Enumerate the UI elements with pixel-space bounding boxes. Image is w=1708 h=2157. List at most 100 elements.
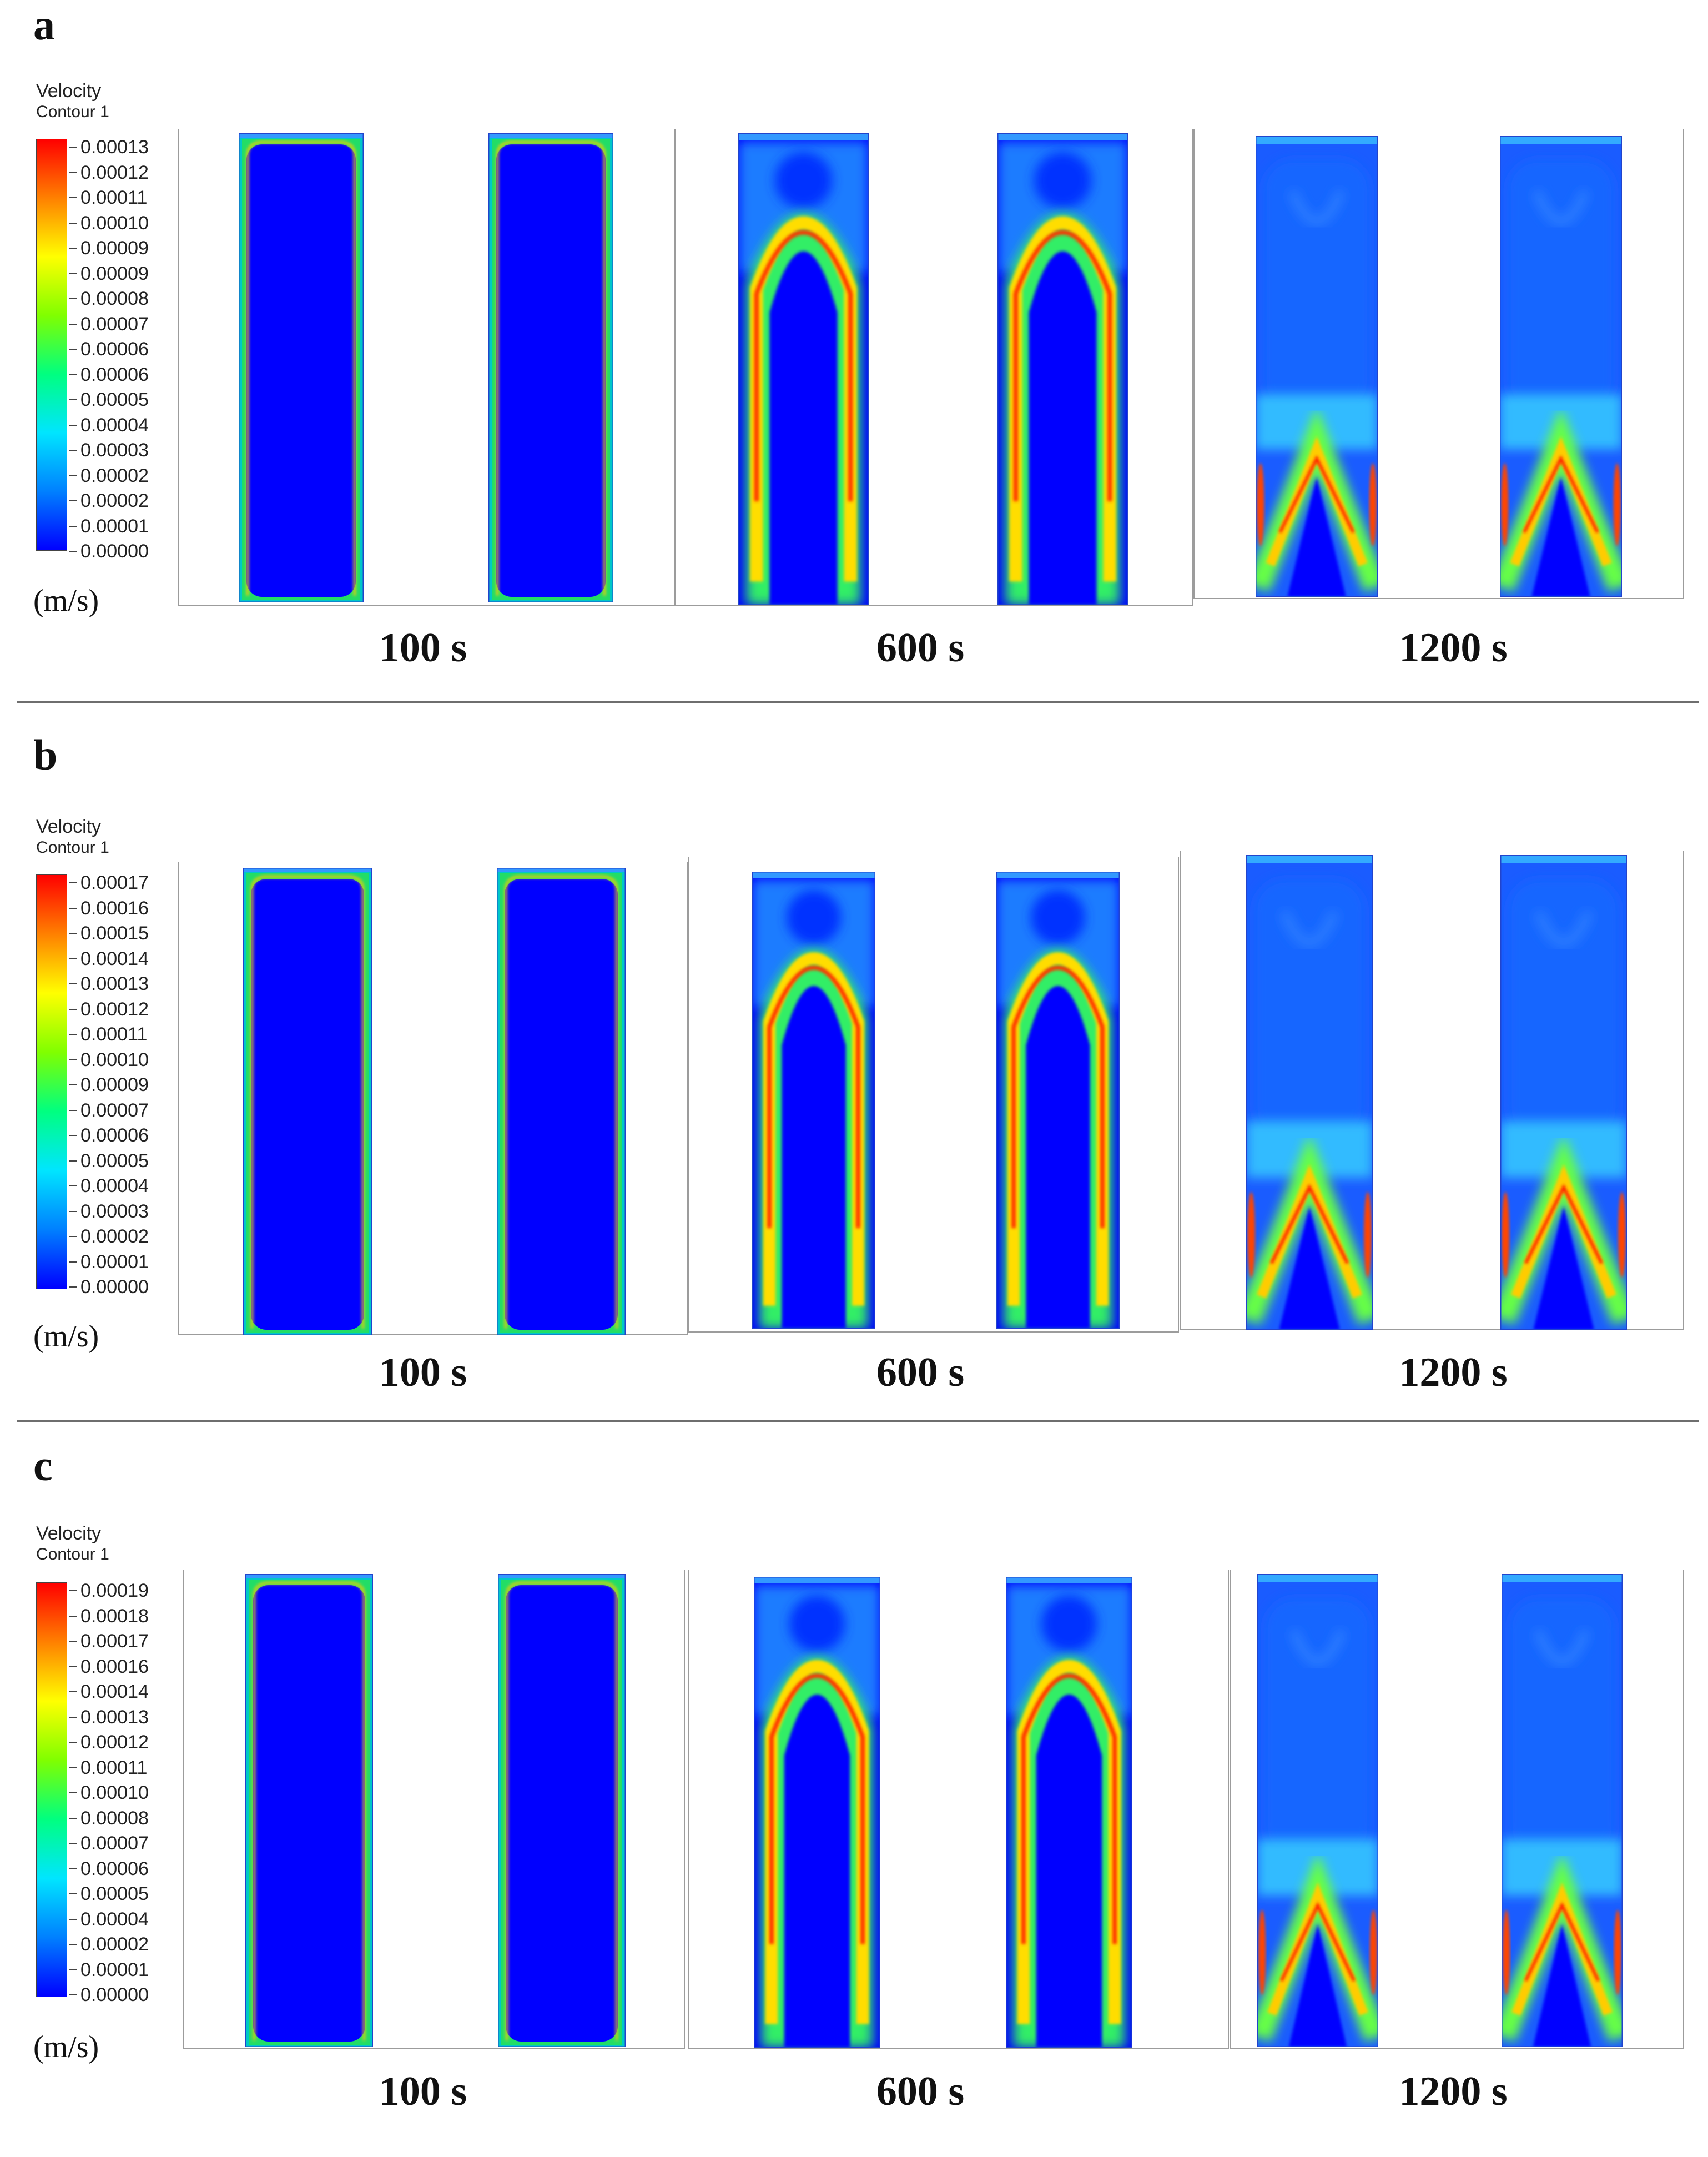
upper-vortex — [1041, 1595, 1097, 1652]
colorbar-tick-label: 0.00008 — [80, 288, 149, 309]
colorbar-tick — [69, 933, 77, 934]
colorbar-tick — [69, 424, 77, 426]
plume-peak — [1270, 1184, 1349, 1264]
core-region — [784, 1695, 850, 2048]
colorbar-tick-label: 0.00009 — [80, 238, 149, 259]
plume-peak — [1278, 455, 1355, 534]
top-band — [996, 872, 1120, 878]
core-region — [253, 1585, 365, 2042]
recirculation — [1508, 878, 1620, 1140]
colorbar-tick-label: 0.00011 — [80, 187, 148, 208]
top-band — [1502, 1574, 1623, 1582]
top-band — [488, 133, 613, 138]
recirculation — [1253, 878, 1366, 1140]
plot-frame-600s — [688, 857, 1179, 1333]
colorbar-tick-label: 0.00002 — [80, 1226, 149, 1247]
colorbar-tick — [69, 907, 77, 909]
core-region — [506, 1585, 618, 2042]
plume-band — [1007, 952, 1109, 1306]
colorbar-tick-label: 0.00004 — [80, 414, 149, 436]
colorbar-tick — [69, 399, 77, 400]
wall-jet — [251, 876, 364, 1329]
colorbar-tick — [69, 147, 77, 148]
recirculation — [1264, 1597, 1371, 1858]
colorbar-tick-label: 0.00007 — [80, 1833, 149, 1854]
contour-plot-600s — [754, 1577, 880, 2048]
core-region — [1029, 251, 1097, 605]
panel-letter: a — [33, 1, 55, 49]
colorbar-tick-label: 0.00000 — [80, 1276, 149, 1298]
plot-frame-600s — [688, 1570, 1229, 2049]
side-jet — [1502, 1192, 1509, 1278]
legend-title: Velocity — [36, 81, 102, 102]
core-region — [1026, 986, 1090, 1329]
plume-peak — [754, 230, 853, 501]
top-band — [1500, 855, 1627, 863]
colorbar-tick — [69, 1817, 77, 1819]
colorbar-tick — [69, 958, 77, 959]
colorbar-tick — [69, 197, 77, 198]
contour-plot-100s — [488, 133, 613, 602]
unit-label: (m/s) — [33, 1319, 99, 1354]
plume-peak — [1021, 1673, 1117, 1944]
contour-plot-600s — [997, 133, 1128, 605]
plume-peak — [1280, 1902, 1356, 1982]
colorbar-tick — [69, 1236, 77, 1237]
upper-vortex — [789, 1595, 845, 1652]
colorbar-tick-label: 0.00014 — [80, 948, 149, 969]
colorbar-tick-label: 0.00006 — [80, 1125, 149, 1146]
core-region — [782, 986, 846, 1329]
colorbar-tick-label: 0.00002 — [80, 465, 149, 486]
time-label-100s: 100 s — [379, 2069, 467, 2114]
top-band — [497, 868, 626, 872]
plume-band — [763, 952, 865, 1306]
colorbar-tick-label: 0.00012 — [80, 1732, 149, 1753]
colorbar-tick-label: 0.00004 — [80, 1908, 149, 1930]
colorbar-tick-label: 0.00013 — [80, 973, 149, 994]
time-label-100s: 100 s — [379, 1350, 467, 1395]
core-region — [251, 879, 364, 1330]
side-jet — [1257, 463, 1264, 546]
contour-plot-100s — [497, 868, 626, 1335]
contour-plot-600s — [752, 872, 875, 1329]
plot-frame-100s — [183, 1570, 685, 2049]
colorbar-tick — [69, 882, 77, 883]
plot-frame-1200s — [1180, 851, 1684, 1330]
colorbar-tick — [69, 1109, 77, 1111]
top-band — [1500, 136, 1622, 144]
plume-band — [765, 1660, 869, 2024]
colorbar-tick — [69, 1590, 77, 1591]
colorbar-tick-label: 0.00012 — [80, 162, 149, 183]
upper-vortex — [1034, 152, 1092, 209]
colorbar-tick — [69, 525, 77, 527]
colorbar-tick — [69, 983, 77, 984]
colorbar-tick — [69, 1767, 77, 1768]
plume-band — [1267, 1882, 1368, 2016]
core-region — [1533, 1206, 1594, 1330]
recirculation — [1509, 1597, 1615, 1858]
colorbar-tick — [69, 172, 77, 173]
core-region — [1279, 1206, 1340, 1330]
contour-plot-100s — [239, 133, 364, 602]
colorbar-tick — [69, 248, 77, 249]
panel-b: b Velocity Contour 1 (m/s) 100 s 600 s 1… — [0, 730, 1708, 1446]
upper-vortex — [1533, 910, 1594, 948]
colorbar-tick-label: 0.00002 — [80, 1934, 149, 1955]
plume-peak — [1011, 966, 1105, 1228]
colorbar-tick — [69, 1210, 77, 1212]
side-jet — [1503, 1909, 1510, 1995]
colorbar-tick — [69, 1792, 77, 1793]
colorbar — [36, 139, 67, 551]
colorbar-tick — [69, 1286, 77, 1288]
colorbar-tick — [69, 1008, 77, 1010]
colorbar-tick-label: 0.00011 — [80, 1757, 148, 1778]
legend-subtitle: Contour 1 — [36, 838, 109, 857]
upper-vortex — [1531, 189, 1590, 227]
time-label-100s: 100 s — [379, 625, 467, 671]
plume-peak — [1523, 455, 1599, 534]
recirculation — [1263, 159, 1371, 413]
panel-letter: b — [33, 731, 58, 779]
top-band — [1246, 855, 1373, 863]
colorbar — [36, 1582, 67, 1997]
panel-c: c Velocity Contour 1 (m/s) 100 s 600 s 1… — [0, 1441, 1708, 2157]
